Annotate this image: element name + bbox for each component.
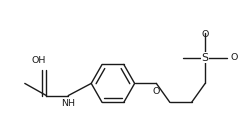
Text: O: O — [229, 53, 237, 62]
Text: S: S — [201, 53, 208, 63]
Text: NH: NH — [61, 99, 75, 108]
Text: OH: OH — [31, 56, 45, 65]
Text: O: O — [152, 87, 159, 96]
Text: O: O — [201, 30, 208, 39]
